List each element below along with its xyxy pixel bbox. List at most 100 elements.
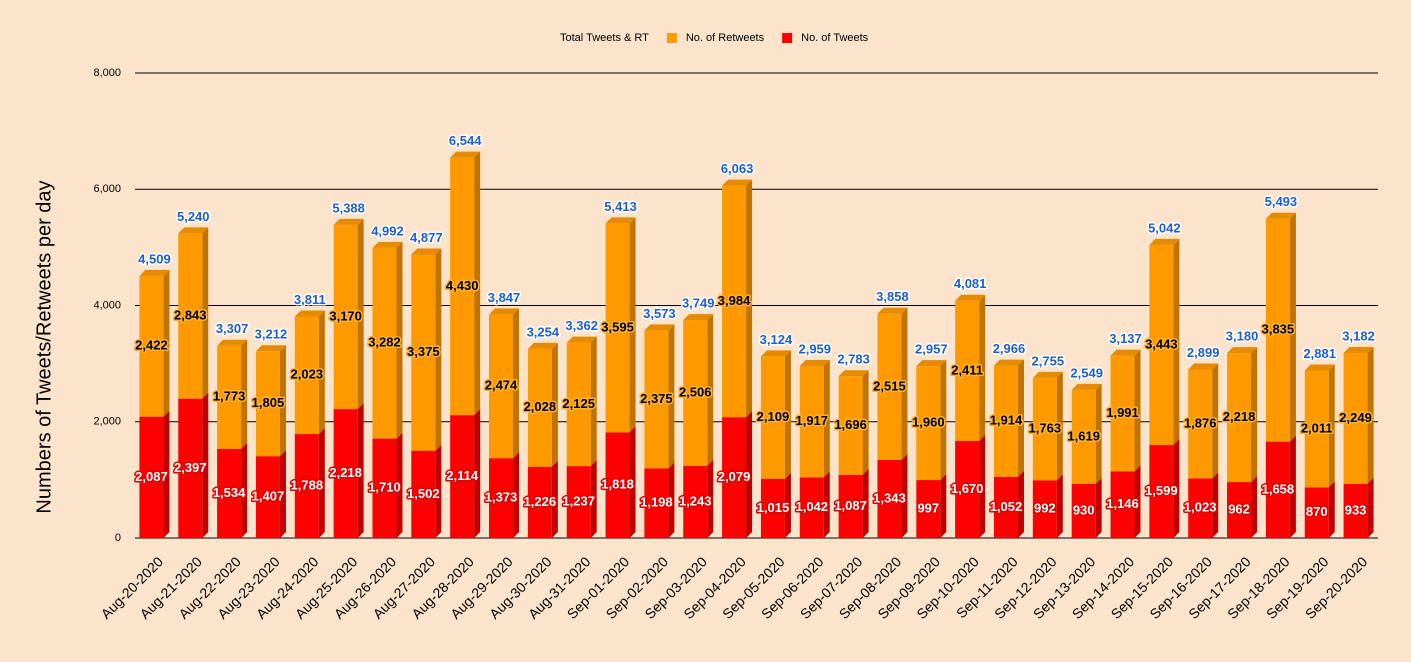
- value-label: 4,430: [446, 278, 479, 293]
- bar-side: [746, 411, 753, 538]
- bar-side: [474, 409, 481, 538]
- total-label: 5,240: [177, 209, 210, 224]
- value-label: 1,917: [795, 413, 828, 428]
- legend-label: No. of Retweets: [686, 32, 765, 44]
- total-label: 3,124: [760, 332, 793, 347]
- bar-top: [993, 359, 1024, 366]
- bar: [916, 366, 941, 481]
- value-label: 2,125: [562, 396, 595, 411]
- bar: [450, 157, 475, 416]
- y-axis-title: Numbers of Tweets/Retweets per day: [33, 180, 55, 513]
- value-label: 1,087: [834, 498, 867, 513]
- bar-side: [1251, 347, 1258, 483]
- bar-top: [605, 217, 636, 224]
- value-label: 2,218: [1223, 409, 1256, 424]
- bar: [1071, 483, 1096, 538]
- total-label: 6,544: [449, 133, 482, 148]
- bar-top: [1032, 371, 1063, 378]
- value-label: 1,502: [407, 486, 440, 501]
- bar-top: [1304, 364, 1335, 371]
- bar-side: [862, 468, 869, 538]
- value-label: 3,984: [718, 293, 751, 308]
- total-label: 4,877: [410, 230, 443, 245]
- bar: [1188, 369, 1213, 479]
- bar-top: [683, 314, 714, 321]
- bar-top: [1071, 383, 1102, 390]
- bar-side: [707, 459, 714, 538]
- bar-top: [838, 370, 869, 377]
- bar: [1265, 218, 1290, 442]
- bar-top: [644, 324, 675, 331]
- bar: [450, 415, 475, 538]
- bar-top: [333, 218, 364, 225]
- bar: [255, 351, 280, 457]
- bar-side: [318, 428, 325, 538]
- value-label: 2,114: [446, 468, 479, 483]
- total-label: 5,388: [332, 200, 365, 215]
- bar-side: [1095, 383, 1102, 484]
- value-label: 1,914: [990, 413, 1023, 428]
- total-label: 2,549: [1070, 365, 1103, 380]
- value-label: 3,170: [329, 308, 362, 323]
- total-label: 3,811: [294, 292, 326, 307]
- bar-top: [916, 360, 947, 367]
- bar: [644, 330, 669, 469]
- bar: [1110, 355, 1135, 472]
- bar: [372, 438, 397, 538]
- bar-side: [1056, 371, 1063, 481]
- bar: [760, 356, 785, 480]
- total-label: 3,573: [643, 306, 676, 321]
- bar: [955, 300, 980, 441]
- bar-side: [901, 307, 908, 460]
- bar-top: [722, 179, 753, 186]
- bar-top: [1110, 349, 1141, 356]
- value-label: 2,843: [174, 307, 207, 322]
- value-label: 1,226: [524, 494, 557, 509]
- value-label: 2,218: [329, 465, 362, 480]
- bar: [1227, 482, 1252, 538]
- bar: [1149, 244, 1174, 446]
- bar: [1032, 377, 1057, 481]
- total-label: 2,966: [993, 341, 1026, 356]
- bar-side: [668, 324, 675, 469]
- bar: [605, 432, 630, 538]
- y-tick-label: 6,000: [93, 183, 121, 195]
- value-label: 1,198: [640, 495, 673, 510]
- value-label: 997: [917, 500, 939, 515]
- bar-side: [396, 241, 403, 439]
- bar-side: [357, 218, 364, 410]
- value-label: 1,788: [291, 477, 324, 492]
- bar-side: [901, 453, 908, 538]
- bar: [411, 450, 436, 538]
- bar-side: [1367, 347, 1374, 484]
- bar: [838, 474, 863, 538]
- value-label: 1,407: [252, 489, 285, 504]
- total-label: 3,307: [216, 321, 249, 336]
- bar-top: [411, 248, 442, 255]
- bar-top: [799, 360, 830, 367]
- bar: [255, 456, 280, 538]
- value-label: 2,422: [135, 338, 168, 353]
- total-label: 3,362: [565, 318, 598, 333]
- value-label: 962: [1228, 501, 1250, 516]
- bar: [333, 224, 358, 410]
- y-tick-label: 2,000: [93, 416, 121, 428]
- total-label: 3,212: [255, 327, 288, 342]
- bar-side: [513, 452, 520, 538]
- bar: [566, 342, 591, 467]
- value-label: 3,595: [601, 319, 634, 334]
- bar-side: [163, 410, 170, 538]
- bar-side: [1289, 212, 1296, 442]
- bar-top: [139, 269, 170, 276]
- y-tick-label: 8,000: [93, 67, 121, 79]
- bar-top: [178, 227, 209, 234]
- value-label: 1,991: [1106, 405, 1139, 420]
- bar: [139, 275, 164, 417]
- bar: [489, 314, 514, 459]
- bar-side: [318, 310, 325, 435]
- value-label: 1,534: [213, 485, 246, 500]
- bar-top: [372, 241, 403, 248]
- bar-side: [513, 308, 520, 459]
- value-label: 1,763: [1029, 421, 1062, 436]
- value-label: 1,818: [601, 477, 634, 492]
